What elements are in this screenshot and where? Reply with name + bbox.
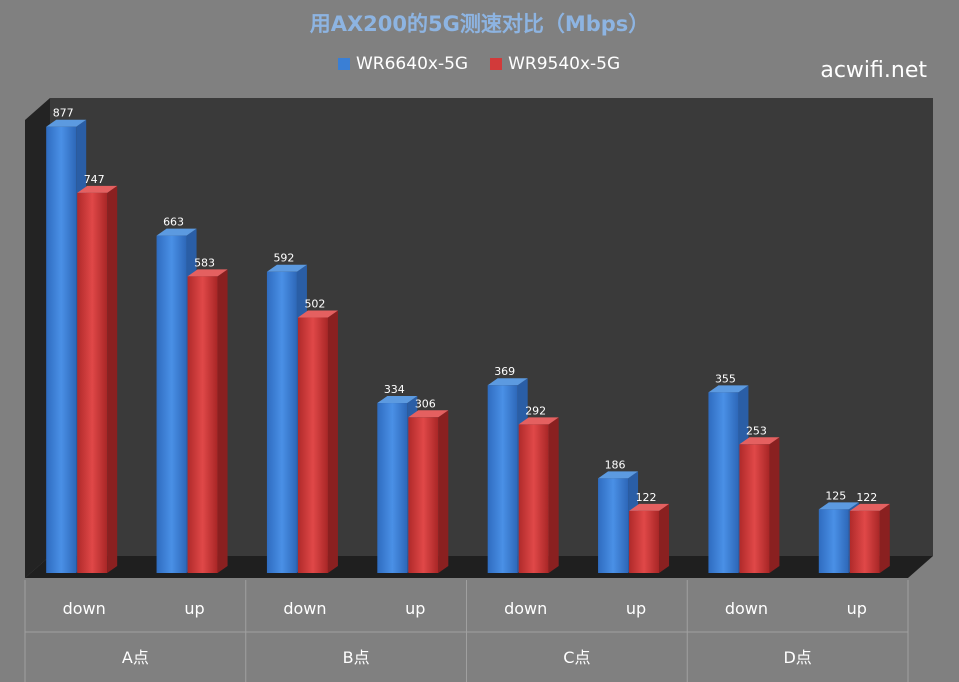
legend-label-series-1: WR6640x-5G: [356, 54, 469, 74]
bar-1-2: [297, 317, 328, 573]
legend-item-series-2: WR9540x-5G: [490, 54, 620, 74]
group-label-2: C点: [563, 648, 590, 667]
data-label-0-2: 592: [273, 252, 294, 265]
x-tick-label-3: up: [405, 599, 425, 618]
bar-side-1-4: [548, 417, 559, 573]
bar-1-5: [629, 510, 660, 573]
x-tick-label-6: down: [725, 599, 768, 618]
legend-item-series-1: WR6640x-5G: [338, 54, 468, 74]
legend-label-series-2: WR9540x-5G: [508, 54, 621, 74]
bar-top-1-1: [187, 269, 228, 277]
chart-side-wall: [25, 98, 50, 578]
data-label-0-6: 355: [715, 372, 736, 385]
data-label-1-2: 502: [304, 298, 325, 311]
bar-0-5: [598, 478, 629, 573]
x-tick-label-5: up: [626, 599, 646, 618]
bar-0-7: [818, 509, 849, 573]
bar-top-1-6: [739, 437, 780, 445]
bar-1-4: [518, 424, 549, 573]
bar-top-0-5: [598, 471, 639, 479]
bar-top-1-5: [629, 503, 670, 511]
bar-side-1-6: [769, 437, 780, 573]
bar-top-0-4: [487, 378, 528, 386]
bar-top-1-7: [849, 503, 890, 511]
data-label-0-5: 186: [605, 458, 626, 471]
data-label-1-6: 253: [746, 424, 767, 437]
bar-0-6: [708, 392, 739, 573]
bar-1-6: [739, 444, 770, 573]
bar-side-1-5: [659, 503, 670, 573]
bar-1-0: [77, 192, 108, 574]
legend-swatch-red: [490, 58, 503, 70]
data-label-0-0: 877: [53, 107, 74, 120]
bar-side-1-1: [217, 269, 228, 573]
bar-side-1-0: [107, 185, 118, 574]
bar-0-2: [266, 271, 297, 573]
bar-top-0-6: [708, 385, 749, 393]
x-tick-label-4: down: [504, 599, 547, 618]
bar-top-0-1: [156, 228, 197, 236]
bar-top-0-2: [266, 264, 307, 272]
legend: WR6640x-5G WR9540x-5G: [338, 54, 620, 74]
x-tick-label-7: up: [847, 599, 867, 618]
bar-0-3: [377, 403, 408, 573]
bar-1-3: [408, 417, 439, 573]
data-label-1-1: 583: [194, 256, 215, 269]
data-label-0-7: 125: [825, 489, 846, 502]
watermark-text: acwifi.net: [820, 58, 927, 83]
x-tick-label-1: up: [184, 599, 204, 618]
group-label-0: A点: [122, 648, 149, 667]
chart-title: 用AX200的5G测速对比（Mbps）: [309, 12, 650, 36]
bar-1-1: [187, 276, 218, 573]
bar-side-1-3: [438, 410, 449, 573]
data-label-1-3: 306: [415, 397, 436, 410]
bar-0-1: [156, 235, 187, 573]
bar-side-1-2: [327, 310, 338, 573]
bar-0-0: [46, 126, 77, 574]
data-label-1-0: 747: [84, 173, 105, 186]
bar-1-7: [849, 510, 880, 573]
data-label-0-4: 369: [494, 365, 515, 378]
data-label-0-3: 334: [384, 383, 405, 396]
data-label-0-1: 663: [163, 216, 184, 229]
group-label-3: D点: [783, 648, 811, 667]
group-label-1: B点: [343, 648, 370, 667]
bar-top-1-0: [77, 185, 118, 193]
data-label-1-4: 292: [525, 404, 546, 417]
bar-top-1-4: [518, 417, 559, 425]
data-label-1-7: 122: [856, 491, 877, 504]
bar-side-1-7: [879, 503, 890, 573]
x-tick-label-2: down: [283, 599, 326, 618]
bar-0-4: [487, 385, 518, 573]
data-label-1-5: 122: [636, 491, 657, 504]
bar-top-0-0: [46, 119, 87, 127]
legend-swatch-blue: [338, 58, 350, 70]
chart-floor: [25, 556, 933, 578]
bar-top-0-3: [377, 396, 418, 404]
bar-top-1-3: [408, 410, 449, 418]
bar-top-0-7: [818, 502, 859, 510]
bar-top-1-2: [297, 310, 338, 318]
x-tick-label-0: down: [63, 599, 106, 618]
